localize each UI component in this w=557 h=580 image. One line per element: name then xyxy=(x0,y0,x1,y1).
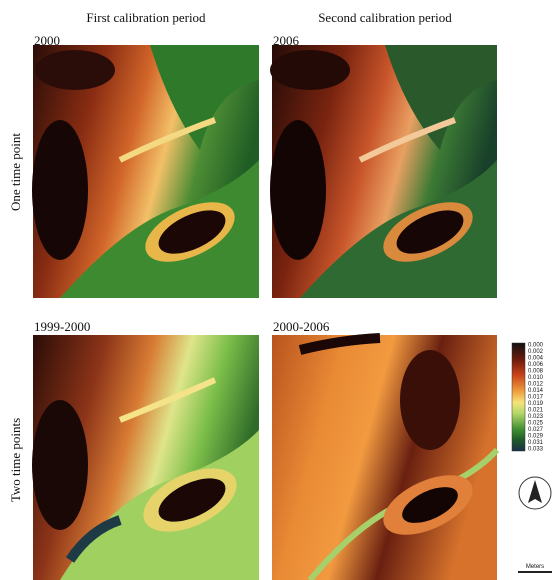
column-header: First calibration period xyxy=(86,10,206,25)
panel-label: 2000-2006 xyxy=(273,319,330,334)
color-bar-label: 0.004 xyxy=(528,356,544,362)
color-bar-label: 0.012 xyxy=(528,382,544,388)
color-bar-label: 0.031 xyxy=(528,440,544,446)
panel-label: 1999-2000 xyxy=(34,319,90,334)
color-bar-label: 0.000 xyxy=(528,343,544,349)
map-panel xyxy=(272,335,497,580)
color-bar-labels: 0.0000.0020.0040.0060.0080.0100.0120.014… xyxy=(528,343,544,453)
color-bar xyxy=(512,343,525,451)
row-header: One time point xyxy=(8,133,23,211)
color-bar-label: 0.025 xyxy=(528,421,544,427)
color-bar-label: 0.008 xyxy=(528,369,544,375)
figure: First calibration period Second calibrat… xyxy=(0,0,557,580)
color-bar-label: 0.019 xyxy=(528,401,544,407)
north-arrow xyxy=(519,477,551,509)
color-bar-label: 0.033 xyxy=(528,447,544,453)
color-bar-label: 0.021 xyxy=(528,408,544,414)
column-header: Second calibration period xyxy=(318,10,452,25)
color-bar-label: 0.010 xyxy=(528,375,544,381)
map-panel xyxy=(32,45,259,298)
panel-label: 2000 xyxy=(34,33,60,48)
scale-unit: Meters xyxy=(526,564,544,570)
color-bar-label: 0.027 xyxy=(528,427,544,433)
color-bar-label: 0.023 xyxy=(528,414,544,420)
panel-label: 2006 xyxy=(273,33,300,48)
color-bar-label: 0.002 xyxy=(528,349,544,355)
map-panel xyxy=(270,45,497,298)
map-panel xyxy=(32,335,259,580)
row-header: Two time points xyxy=(8,418,23,502)
color-bar-label: 0.014 xyxy=(528,388,544,394)
color-bar-label: 0.006 xyxy=(528,362,544,368)
color-bar-label: 0.029 xyxy=(528,434,544,440)
color-bar-label: 0.017 xyxy=(528,395,544,401)
